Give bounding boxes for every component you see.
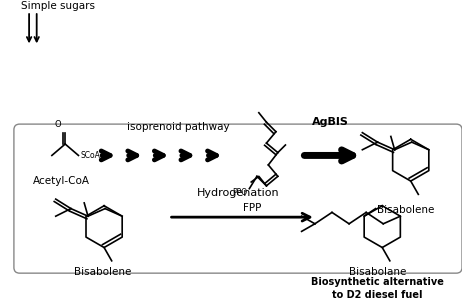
Text: Acetyl-CoA: Acetyl-CoA [33,176,90,186]
Text: SCoA: SCoA [81,151,100,160]
Text: Hydrogenation: Hydrogenation [197,188,279,198]
Text: Bisabolane: Bisabolane [349,268,406,278]
Text: Bisabolene: Bisabolene [73,268,131,278]
Text: PPO: PPO [232,188,247,197]
FancyBboxPatch shape [14,124,462,273]
Text: FPP: FPP [243,203,261,213]
Text: Simple sugars: Simple sugars [21,1,95,11]
Text: isoprenoid pathway: isoprenoid pathway [127,122,229,132]
Text: O: O [54,120,61,129]
Text: AgBIS: AgBIS [311,117,348,127]
Text: Bisabolene: Bisabolene [377,205,435,215]
Text: Biosynthetic alternative
to D2 diesel fuel: Biosynthetic alternative to D2 diesel fu… [311,277,444,300]
